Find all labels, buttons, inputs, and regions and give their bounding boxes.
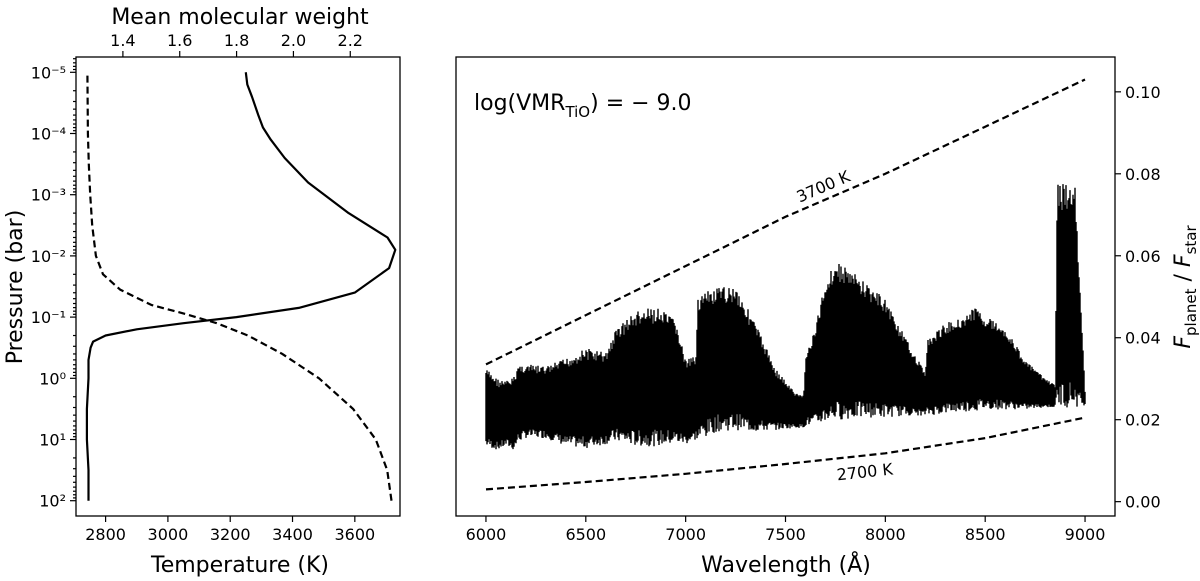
left-x-tick-label: 3200: [210, 525, 251, 544]
right-y-axis-label: Fplanet / Fstar: [1171, 225, 1200, 349]
right-y-tick-label: 0.00: [1125, 493, 1161, 512]
blackbody-2700k-label: 2700 K: [836, 459, 895, 484]
right-x-tick-label: 8000: [865, 525, 906, 544]
left-y-tick-label: 10⁰: [39, 369, 66, 388]
molecular-weight-profile-line: [86, 72, 393, 501]
left-y-tick-label: 10¹: [39, 431, 66, 450]
emission-spectrum: [485, 184, 1086, 450]
left-top-tick-label: 1.8: [224, 31, 249, 50]
right-y-tick-label: 0.04: [1125, 329, 1161, 348]
vmr-annotation-sub: TiO: [564, 103, 590, 121]
right-x-tick-label: 8500: [965, 525, 1006, 544]
left-top-axis-label: Mean molecular weight: [111, 5, 369, 30]
ylabel-mid: /: [1171, 267, 1196, 288]
left-y-tick-label: 10⁻⁵: [31, 63, 66, 82]
right-x-tick-label: 6000: [466, 525, 507, 544]
left-top-tick-label: 2.2: [338, 31, 363, 50]
left-y-tick-label: 10⁻³: [31, 186, 66, 205]
left-x-tick-label: 3400: [272, 525, 313, 544]
vmr-annotation: log(VMRTiO) = − 9.0: [474, 91, 692, 121]
right-plot-frame: [455, 56, 1116, 517]
right-y-tick-label: 0.10: [1125, 83, 1161, 102]
left-top-tick-label: 2.0: [281, 31, 306, 50]
left-ticks: 2800 3000 3200 3400 3600 1.4 1.6 1.8 2.0 2.2 10⁻⁵ 1…: [31, 31, 375, 544]
right-x-tick-label: 9000: [1065, 525, 1106, 544]
left-y-tick-label: 10⁻¹: [31, 308, 66, 327]
left-y-tick-label: 10⁻²: [31, 247, 66, 266]
left-y-tick-label: 10⁻⁴: [31, 125, 66, 144]
vmr-annotation-suffix: ) = − 9.0: [590, 91, 691, 116]
blackbody-2700k-line: [485, 416, 1086, 491]
left-y-tick-label: 10²: [39, 492, 66, 511]
left-x-tick-label: 3600: [334, 525, 375, 544]
right-panel: 6000 6500 7000 7500 8000 8500 9000 0.00 0.02 0.04…: [455, 56, 1200, 578]
vmr-annotation-prefix: log(VMR: [474, 91, 565, 116]
right-ticks: 6000 6500 7000 7500 8000 8500 9000 0.00 0.02 0.04…: [466, 83, 1161, 544]
left-panel: 2800 3000 3200 3400 3600 1.4 1.6 1.8 2.0 2.2 10⁻⁵ 1…: [3, 5, 401, 578]
right-x-tick-label: 7000: [665, 525, 706, 544]
left-top-tick-label: 1.4: [110, 31, 135, 50]
right-y-tick-label: 0.02: [1125, 411, 1161, 430]
ylabel-f1: F: [1171, 336, 1196, 349]
temperature-profile-line: [85, 72, 397, 501]
right-y-tick-label: 0.08: [1125, 165, 1161, 184]
right-x-axis-label: Wavelength (Å): [701, 551, 871, 578]
left-top-tick-label: 1.6: [167, 31, 192, 50]
left-bottom-axis-label: Temperature (K): [150, 553, 329, 578]
left-series: [85, 72, 397, 501]
left-y-axis-label: Pressure (bar): [3, 210, 28, 365]
blackbody-3700k-line: [485, 78, 1086, 366]
right-y-tick-label: 0.06: [1125, 247, 1161, 266]
right-x-tick-label: 6500: [565, 525, 606, 544]
left-x-tick-label: 2800: [85, 525, 126, 544]
ylabel-s1: planet: [1182, 288, 1200, 336]
ylabel-f2: F: [1171, 254, 1196, 267]
right-x-tick-label: 7500: [765, 525, 806, 544]
ylabel-s2: star: [1182, 225, 1200, 255]
left-plot-frame: [75, 56, 401, 517]
left-x-tick-label: 3000: [148, 525, 189, 544]
